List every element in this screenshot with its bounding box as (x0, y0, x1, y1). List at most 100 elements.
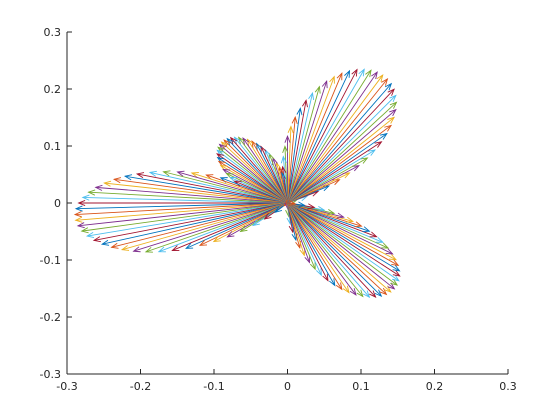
arrow-head (371, 71, 378, 80)
arrow-head (296, 107, 303, 116)
arrow-shaft (287, 202, 377, 238)
arrow-shaft (87, 202, 288, 237)
arrow-shaft (172, 202, 288, 251)
arrow-head (132, 246, 141, 253)
arrow-shaft (287, 78, 388, 204)
arrow-head (322, 273, 329, 282)
arrow-shaft (287, 202, 336, 286)
y-tick-label: 0.1 (44, 140, 62, 153)
x-tick-label: 0 (284, 380, 291, 393)
arrow-shaft (125, 175, 288, 204)
arrow-shaft (287, 92, 313, 204)
arrow-shaft (287, 202, 350, 293)
arrow-shaft (81, 202, 288, 232)
arrow-head (376, 74, 384, 82)
arrow-head (74, 216, 83, 223)
arrow-head (237, 136, 245, 145)
arrow-head (176, 170, 185, 177)
x-tick-label: 0.2 (426, 380, 444, 393)
arrow-shaft (287, 149, 376, 204)
arrow-shaft (287, 141, 382, 204)
arrow-head (302, 99, 308, 108)
arrow-shaft (88, 191, 288, 204)
arrow-head (120, 245, 130, 251)
arrow-shaft (137, 173, 288, 204)
arrow-shaft (287, 202, 392, 293)
arrow-head (94, 184, 103, 191)
arrow-head (379, 132, 388, 140)
arrow-head (369, 231, 378, 238)
arrow-head (384, 285, 392, 293)
arrow-head (391, 274, 400, 282)
arrow-head (74, 205, 83, 212)
arrow-shaft (145, 202, 288, 253)
arrow-head (307, 203, 316, 210)
arrow-head (190, 172, 199, 178)
arrow-shaft (216, 153, 288, 204)
arrow-head (212, 235, 221, 243)
arrow-shaft (199, 202, 288, 246)
arrow-shaft (287, 83, 392, 204)
arrow-head (327, 209, 336, 215)
arrow-head (315, 268, 322, 277)
axes: -0.3 -0.2 -0.1 0 0.1 0.2 0.3 -0.3 -0.2 -0.1 0 0.1 0.… (40, 26, 517, 393)
y-tick-label: 0.2 (44, 83, 62, 96)
arrow-shaft (287, 202, 357, 296)
arrow-head (274, 206, 283, 213)
arrow-head (362, 226, 371, 233)
arrow-head (288, 200, 297, 207)
arrow-shaft (287, 88, 395, 204)
arrow-head (354, 221, 363, 228)
arrow-shaft (287, 109, 397, 204)
arrow-head (171, 245, 180, 251)
arrow-head (304, 255, 311, 264)
arrow-head (157, 246, 166, 253)
arrow-head (374, 141, 383, 148)
arrow-shaft (287, 69, 372, 204)
arrow-shaft (287, 101, 397, 204)
arrow-head (308, 91, 315, 101)
arrow-shaft (287, 202, 400, 282)
arrow-shaft (287, 202, 316, 270)
arrow-shaft (75, 202, 288, 221)
arrow-head (335, 282, 343, 291)
arrow-head (351, 68, 358, 77)
arrow-head (135, 172, 145, 179)
arrow-head (242, 137, 250, 146)
arrow-head (205, 174, 214, 180)
arrow-shaft (287, 202, 343, 290)
arrow-head (287, 125, 294, 134)
arrow-shaft (287, 117, 296, 204)
arrow-head (336, 212, 345, 219)
arrow-head (384, 82, 393, 91)
arrow-shaft (149, 171, 288, 204)
arrow-shaft (287, 202, 384, 243)
arrow-shaft (287, 95, 397, 204)
arrow-head (87, 189, 96, 196)
arrow-head (314, 85, 321, 94)
arrow-head (280, 165, 287, 174)
arrow-shaft (177, 171, 288, 204)
arrow-head (73, 211, 82, 218)
arrow-shaft (287, 202, 329, 281)
arrow-head (239, 225, 248, 233)
arrow-head (255, 142, 263, 151)
x-tick-label: -0.3 (56, 380, 77, 393)
arrow-shaft (75, 202, 288, 215)
arrow-head (251, 219, 260, 227)
arrow-shaft (111, 202, 288, 248)
arrow-shaft (104, 182, 288, 204)
arrow-head (317, 205, 326, 212)
arrow-shaft (242, 137, 288, 204)
arrow-head (345, 216, 355, 223)
arrow-head (148, 170, 157, 177)
arrow-head (362, 290, 371, 299)
arrow-shaft (287, 202, 382, 297)
arrow-head (112, 177, 122, 184)
arrow-head (260, 145, 267, 154)
arrow-head (389, 94, 397, 103)
arrow-head (360, 157, 369, 164)
arrow-head (374, 289, 383, 297)
